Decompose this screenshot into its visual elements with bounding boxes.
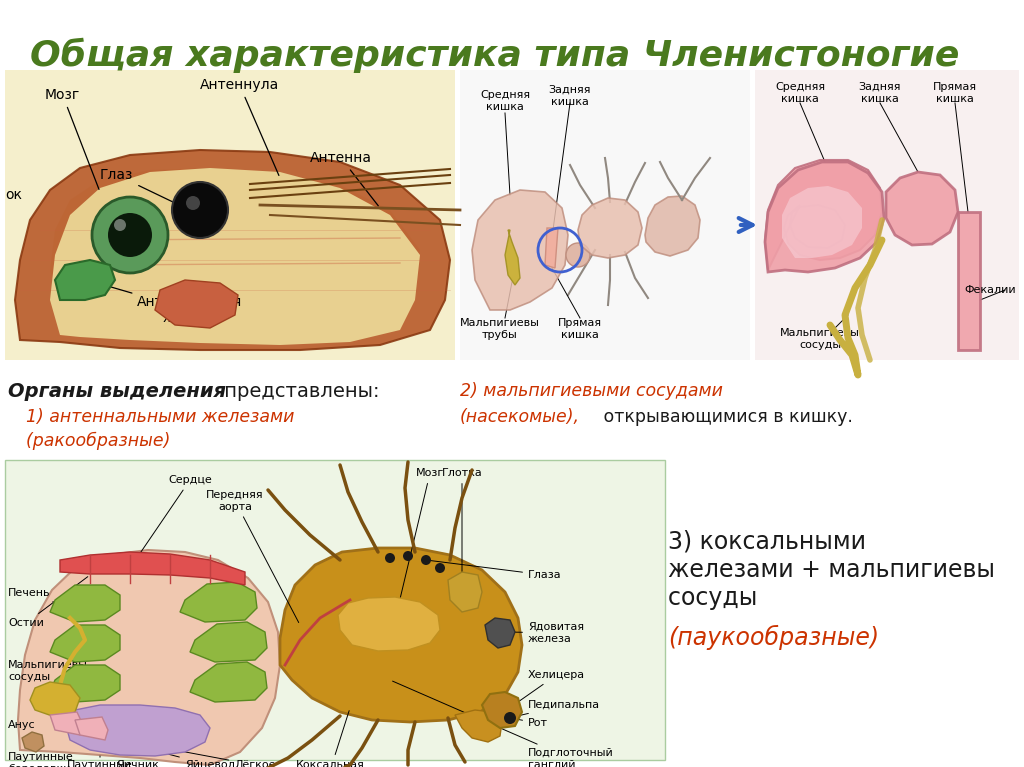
Text: Передняя
аорта: Передняя аорта bbox=[206, 490, 299, 623]
Polygon shape bbox=[30, 682, 80, 718]
Polygon shape bbox=[50, 625, 120, 662]
Text: Общая характеристика типа Членистоногие: Общая характеристика типа Членистоногие bbox=[30, 38, 959, 73]
Polygon shape bbox=[645, 196, 700, 256]
Polygon shape bbox=[280, 548, 522, 722]
Text: Глаза: Глаза bbox=[429, 561, 561, 580]
Polygon shape bbox=[50, 665, 120, 702]
Text: Глотка: Глотка bbox=[441, 468, 482, 588]
Polygon shape bbox=[22, 732, 44, 752]
Polygon shape bbox=[50, 168, 420, 345]
Polygon shape bbox=[15, 150, 450, 350]
Text: открывающимися в кишку.: открывающимися в кишку. bbox=[598, 408, 853, 426]
Polygon shape bbox=[50, 712, 83, 735]
Text: Яйцевод: Яйцевод bbox=[163, 752, 236, 767]
Circle shape bbox=[566, 243, 590, 267]
Text: Фекалии: Фекалии bbox=[965, 285, 1016, 295]
Text: Глаз: Глаз bbox=[100, 168, 198, 214]
Text: Сердце: Сердце bbox=[131, 475, 212, 566]
Polygon shape bbox=[60, 552, 245, 585]
Text: Задняя
кишка: Задняя кишка bbox=[859, 82, 901, 104]
Polygon shape bbox=[482, 692, 522, 728]
Text: Средняя
кишка: Средняя кишка bbox=[775, 82, 825, 104]
Text: Мальпигиевы
трубы: Мальпигиевы трубы bbox=[460, 318, 540, 340]
Text: Мозг: Мозг bbox=[45, 88, 99, 189]
FancyBboxPatch shape bbox=[755, 70, 1019, 360]
Text: Рот: Рот bbox=[513, 718, 548, 728]
Text: Коксальная
железа: Коксальная железа bbox=[296, 711, 365, 767]
Circle shape bbox=[172, 182, 228, 238]
Polygon shape bbox=[75, 717, 108, 740]
Text: Средняя
кишка: Средняя кишка bbox=[480, 90, 530, 112]
Text: Антеннальная
железа: Антеннальная железа bbox=[90, 281, 243, 325]
Text: 2) мальпигиевыми сосудами: 2) мальпигиевыми сосудами bbox=[460, 382, 723, 400]
FancyBboxPatch shape bbox=[5, 70, 455, 360]
Polygon shape bbox=[472, 190, 568, 310]
Text: Хелицера: Хелицера bbox=[501, 670, 585, 714]
Text: 3) коксальными
железами + мальпигиевы
сосуды: 3) коксальными железами + мальпигиевы со… bbox=[668, 530, 995, 610]
Polygon shape bbox=[578, 198, 642, 258]
Circle shape bbox=[92, 197, 168, 273]
Polygon shape bbox=[155, 280, 238, 328]
Text: Паутинные
железы: Паутинные железы bbox=[68, 756, 133, 767]
Text: Остии: Остии bbox=[8, 577, 88, 628]
Text: Органы выделения: Органы выделения bbox=[8, 382, 226, 401]
Polygon shape bbox=[765, 160, 882, 270]
Text: Мальпигиевы
сосуды: Мальпигиевы сосуды bbox=[8, 660, 88, 693]
Text: (ракообразные): (ракообразные) bbox=[15, 432, 170, 450]
Polygon shape bbox=[485, 618, 515, 648]
Text: Прямая
кишка: Прямая кишка bbox=[933, 82, 977, 104]
Text: ок: ок bbox=[5, 188, 22, 202]
Text: Паутинные
бородавки: Паутинные бородавки bbox=[8, 745, 74, 767]
Text: Печень: Печень bbox=[8, 588, 73, 609]
Polygon shape bbox=[180, 582, 257, 622]
Polygon shape bbox=[765, 162, 884, 272]
FancyBboxPatch shape bbox=[5, 460, 665, 760]
Polygon shape bbox=[50, 585, 120, 622]
Text: Лёгкое: Лёгкое bbox=[71, 730, 275, 767]
Text: Мозг: Мозг bbox=[395, 468, 444, 617]
Text: (паукообразные): (паукообразные) bbox=[668, 625, 880, 650]
Text: Мальпигиевы
сосуды: Мальпигиевы сосуды bbox=[780, 328, 860, 350]
Text: Задняя
кишка: Задняя кишка bbox=[549, 85, 591, 107]
Text: Подглоточный
ганглий: Подглоточный ганглий bbox=[392, 681, 613, 767]
Polygon shape bbox=[782, 186, 862, 258]
Polygon shape bbox=[886, 172, 958, 245]
Circle shape bbox=[385, 553, 395, 563]
Polygon shape bbox=[338, 597, 440, 651]
Polygon shape bbox=[190, 622, 267, 662]
Circle shape bbox=[435, 563, 445, 573]
Polygon shape bbox=[449, 572, 482, 612]
Text: Антеннула: Антеннула bbox=[200, 78, 280, 176]
Polygon shape bbox=[55, 260, 115, 300]
Circle shape bbox=[421, 555, 431, 565]
Circle shape bbox=[504, 712, 516, 724]
Text: Педипальпа: Педипальпа bbox=[478, 700, 600, 726]
Circle shape bbox=[403, 551, 413, 561]
Polygon shape bbox=[65, 705, 210, 756]
Polygon shape bbox=[958, 212, 980, 350]
Text: Антенна: Антенна bbox=[310, 151, 378, 206]
Polygon shape bbox=[190, 662, 267, 702]
Text: представлены:: представлены: bbox=[218, 382, 380, 401]
Text: (насекомые),: (насекомые), bbox=[460, 408, 580, 426]
Circle shape bbox=[108, 213, 152, 257]
Circle shape bbox=[186, 196, 200, 210]
Polygon shape bbox=[545, 228, 558, 268]
FancyBboxPatch shape bbox=[460, 70, 750, 360]
Text: Анус: Анус bbox=[8, 720, 38, 746]
Text: 1) антеннальными железами: 1) антеннальными железами bbox=[15, 408, 294, 426]
Circle shape bbox=[114, 219, 126, 231]
Polygon shape bbox=[50, 168, 420, 328]
Text: Прямая
кишка: Прямая кишка bbox=[558, 318, 602, 340]
Polygon shape bbox=[505, 230, 520, 285]
Text: Ядовитая
железа: Ядовитая железа bbox=[508, 622, 584, 644]
Polygon shape bbox=[455, 710, 502, 742]
Polygon shape bbox=[18, 550, 280, 765]
Text: Яичник: Яичник bbox=[117, 732, 160, 767]
